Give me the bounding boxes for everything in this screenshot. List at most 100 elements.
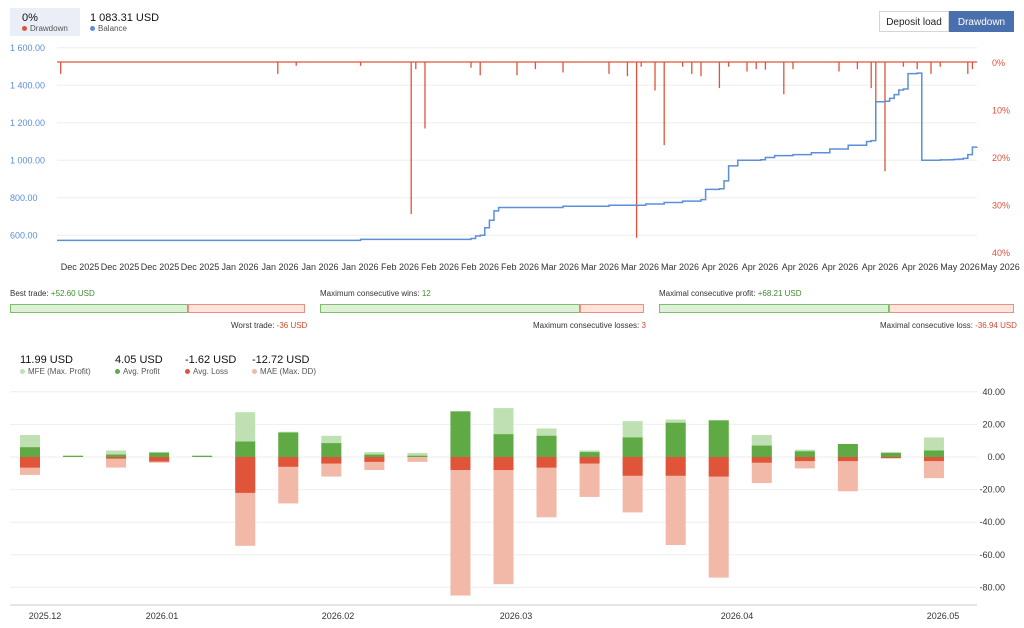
x-tick-label: Jan 2026 [261, 262, 298, 272]
max-losses-stat: Maximum consecutive losses: 3 [533, 321, 646, 330]
x-tick-label: Dec 2025 [141, 262, 180, 272]
avg-loss-bar [579, 457, 600, 464]
avg-profit-bar [837, 443, 858, 457]
drawdown-button[interactable]: Drawdown [949, 11, 1014, 32]
max-wins-label: Maximum consecutive wins: [320, 289, 420, 298]
y-right-tick-label: 40% [992, 248, 1010, 258]
avg-profit-legend: Avg. Profit [115, 367, 160, 376]
x-tick-label: Apr 2026 [822, 262, 859, 272]
mae-legend: MAE (Max. DD) [252, 367, 316, 376]
x-tick-label: Feb 2026 [501, 262, 539, 272]
x-tick-label: Apr 2026 [862, 262, 899, 272]
y-tick-label: -40.00 [979, 517, 1005, 527]
avg-loss-bar [278, 457, 299, 467]
avg-loss-bar [665, 457, 686, 476]
avg-loss-value: -1.62 USD [185, 354, 237, 366]
worst-trade-bar [188, 304, 305, 313]
deposit-load-button[interactable]: Deposit load [879, 11, 949, 32]
avg-loss-bar [450, 457, 471, 471]
avg-loss-bar [235, 457, 256, 493]
max-profit-stat: Maximal consecutive profit: +68.21 USD [659, 289, 802, 298]
max-wins-bar [320, 304, 580, 313]
x-tick-label: Apr 2026 [782, 262, 819, 272]
mae-bar [536, 457, 557, 518]
avg-loss-bar [364, 457, 385, 462]
mae-bar [407, 457, 428, 462]
mae-bar [837, 457, 858, 492]
y-tick-label: -80.00 [979, 582, 1005, 592]
y-tick-label: -20.00 [979, 485, 1005, 495]
avg-profit-legend-label: Avg. Profit [123, 367, 160, 376]
x-tick-label: 2026.03 [500, 611, 533, 621]
mae-dot-icon [252, 369, 257, 375]
balance-legend-label: Balance [98, 24, 127, 33]
avg-profit-bar [665, 422, 686, 457]
mae-bar [923, 457, 944, 479]
avg-loss-bar [708, 457, 729, 477]
drawdown-value: 0% [22, 12, 38, 24]
x-tick-label: 2026.01 [146, 611, 179, 621]
avg-loss-bar [622, 457, 643, 476]
y-left-tick-label: 1 200.00 [10, 118, 45, 128]
mae-bar [665, 457, 686, 546]
avg-loss-bar [794, 457, 815, 462]
y-left-tick-label: 1 400.00 [10, 80, 45, 90]
avg-profit-bar [751, 445, 772, 457]
max-wins-stat: Maximum consecutive wins: 12 [320, 289, 431, 298]
avg-profit-bar [106, 454, 127, 457]
avg-profit-bar [579, 452, 600, 457]
mfe-legend: MFE (Max. Profit) [20, 367, 91, 376]
mae-bar [579, 457, 600, 497]
max-losses-value: 3 [641, 321, 646, 330]
max-wins-value: 12 [421, 289, 431, 298]
drawdown-dot-icon [22, 26, 27, 32]
avg-loss-legend-label: Avg. Loss [193, 367, 228, 376]
y-left-tick-label: 1 600.00 [10, 43, 45, 53]
mfe-dot-icon [20, 369, 25, 375]
avg-profit-bar [493, 434, 514, 457]
x-tick-label: May 2026 [940, 262, 980, 272]
balance-drawdown-chart: 1 600.00 1 400.00 1 200.00 1 000.00 800.00 60… [10, 43, 1020, 272]
avg-profit-bar [708, 420, 729, 457]
avg-loss-bar [321, 457, 342, 464]
avg-loss-bar [880, 457, 901, 458]
max-loss-bar [889, 304, 1014, 313]
best-trade-value: +52.60 USD [50, 289, 95, 298]
x-tick-label: Jan 2026 [301, 262, 338, 272]
avg-profit-bar [20, 447, 40, 457]
avg-profit-value: 4.05 USD [115, 354, 163, 366]
avg-profit-bar [364, 454, 385, 457]
best-trade-bar [10, 304, 188, 313]
avg-loss-bar [106, 457, 127, 459]
y-tick-label: 20.00 [982, 419, 1005, 429]
x-tick-label: Jan 2026 [221, 262, 258, 272]
x-tick-label: Dec 2025 [101, 262, 140, 272]
balance-value: 1 083.31 USD [90, 12, 160, 24]
mfe-bar [106, 450, 127, 457]
x-tick-label: Jan 2026 [341, 262, 378, 272]
avg-loss-bar [149, 457, 170, 462]
best-trade-label: Best trade: [10, 289, 49, 298]
mfe-value: 11.99 USD [20, 354, 73, 366]
avg-profit-dot-icon [115, 369, 120, 375]
balance-dot-icon [90, 26, 95, 32]
mfe-bar [407, 452, 428, 457]
mae-bar [794, 457, 815, 469]
y-tick-label: -60.00 [979, 550, 1005, 560]
x-tick-label: 2026.05 [927, 611, 960, 621]
avg-profit-bar [321, 443, 342, 457]
avg-profit-bar [235, 441, 256, 457]
avg-profit-bar [149, 452, 170, 457]
drawdown-legend: Drawdown [22, 24, 68, 33]
avg-loss-bar [751, 457, 772, 463]
avg-profit-bar [63, 455, 84, 457]
y-left-tick-label: 600.00 [10, 230, 38, 240]
avg-profit-bar [450, 411, 471, 457]
mae-bar [106, 457, 127, 468]
balance-line [57, 72, 978, 242]
avg-loss-bar [493, 457, 514, 471]
mae-bar [708, 457, 729, 578]
y-tick-label: 40.00 [982, 387, 1005, 397]
x-tick-label: Feb 2026 [381, 262, 419, 272]
max-profit-bar [659, 304, 889, 313]
